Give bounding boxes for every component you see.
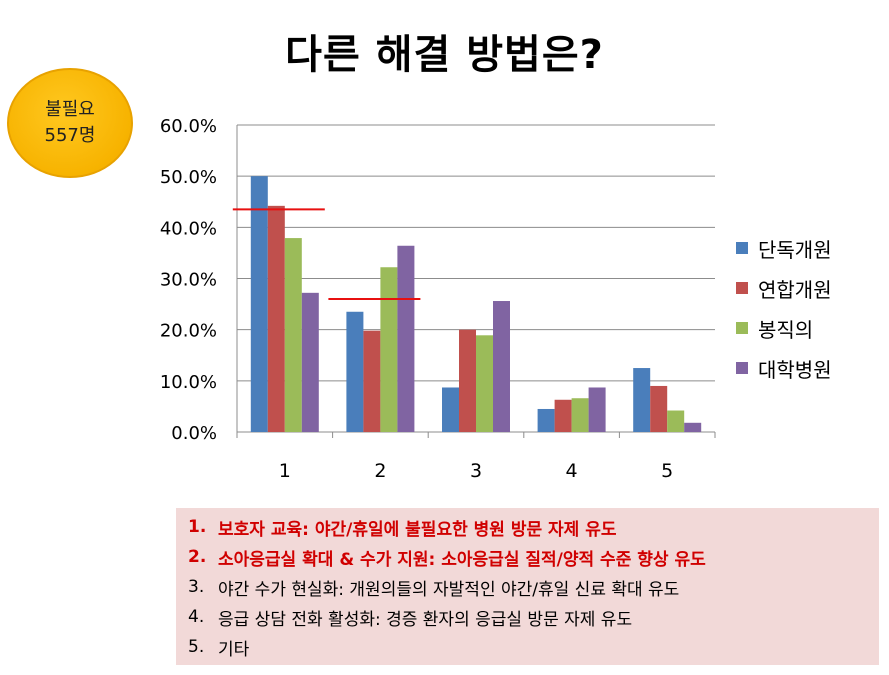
y-tick-label: 10.0% bbox=[160, 372, 217, 393]
solution-item: 2. 소아응급실 확대 & 수가 지원: 소아응급실 질적/양적 수준 향상 유도 bbox=[188, 542, 879, 572]
bar bbox=[380, 267, 398, 432]
legend-swatch bbox=[736, 282, 748, 294]
bar bbox=[346, 311, 364, 432]
bar bbox=[650, 385, 668, 432]
bar-chart: 0.0% 10.0% 20.0% 30.0% 40.0% 50.0% 60.0% 1 2 3 4 5 bbox=[160, 116, 716, 482]
bar bbox=[667, 410, 685, 432]
solution-text: 응급 상담 전화 활성화: 경증 환자의 응급실 방문 자제 유도 bbox=[218, 609, 633, 630]
y-tick-label: 40.0% bbox=[160, 218, 217, 239]
solution-item: 3. 야간 수가 현실화: 개원의들의 자발적인 야간/휴일 신료 확대 유도 bbox=[188, 572, 879, 602]
x-tick-label: 5 bbox=[661, 460, 673, 482]
x-tick-label: 4 bbox=[566, 460, 578, 482]
solution-number: 1. bbox=[188, 517, 207, 537]
bar bbox=[633, 368, 651, 432]
solution-number: 3. bbox=[188, 577, 205, 597]
x-tick-label: 3 bbox=[470, 460, 482, 482]
bar bbox=[571, 398, 589, 432]
y-tick-label: 0.0% bbox=[171, 423, 217, 444]
solution-text: 소아응급실 확대 & 수가 지원: 소아응급실 질적/양적 수준 향상 유도 bbox=[218, 549, 706, 570]
bar bbox=[554, 399, 572, 432]
solution-item: 5. 기타 bbox=[188, 632, 879, 662]
legend-label: 봉직의 bbox=[758, 317, 814, 342]
bar bbox=[267, 205, 285, 432]
legend-swatch bbox=[736, 362, 748, 374]
badge-count: 557명 bbox=[44, 125, 96, 146]
legend-label: 단독개원 bbox=[758, 237, 832, 262]
bar bbox=[250, 176, 268, 432]
count-badge: 불필요 557명 bbox=[7, 68, 133, 178]
bar bbox=[537, 408, 555, 432]
y-tick-label: 30.0% bbox=[160, 270, 217, 291]
badge-label: 불필요 bbox=[45, 99, 95, 120]
solutions-list: 1. 보호자 교육: 야간/휴일에 불필요한 병원 방문 자제 유도 2. 소아응급실… bbox=[176, 508, 879, 665]
solution-text: 보호자 교육: 야간/휴일에 불필요한 병원 방문 자제 유도 bbox=[218, 519, 617, 540]
legend-item: 대학병원 bbox=[736, 348, 832, 388]
x-tick-label: 2 bbox=[374, 460, 386, 482]
x-tick-label: 1 bbox=[279, 460, 291, 482]
legend-item: 봉직의 bbox=[736, 308, 832, 348]
page-title: 다른 해결 방법은? bbox=[285, 32, 604, 78]
bar bbox=[363, 330, 381, 432]
legend-swatch bbox=[736, 242, 748, 254]
bar bbox=[397, 245, 415, 432]
bar bbox=[684, 422, 702, 432]
legend-label: 연합개원 bbox=[758, 277, 832, 302]
legend-label: 대학병원 bbox=[758, 357, 832, 382]
bar bbox=[284, 238, 302, 432]
solution-number: 2. bbox=[188, 547, 207, 567]
bar bbox=[588, 387, 606, 432]
bar bbox=[301, 292, 319, 432]
legend-item: 연합개원 bbox=[736, 268, 832, 308]
solution-number: 4. bbox=[188, 607, 205, 627]
solution-number: 5. bbox=[188, 637, 205, 657]
solution-text: 야간 수가 현실화: 개원의들의 자발적인 야간/휴일 신료 확대 유도 bbox=[218, 579, 680, 600]
solution-item: 4. 응급 상담 전화 활성화: 경증 환자의 응급실 방문 자제 유도 bbox=[188, 602, 879, 632]
solution-item: 1. 보호자 교육: 야간/휴일에 불필요한 병원 방문 자제 유도 bbox=[188, 512, 879, 542]
bar bbox=[476, 335, 493, 432]
legend-item: 단독개원 bbox=[736, 228, 832, 268]
bar bbox=[459, 329, 476, 432]
y-tick-label: 60.0% bbox=[160, 116, 217, 137]
y-tick-label: 50.0% bbox=[160, 167, 217, 188]
solution-text: 기타 bbox=[218, 639, 250, 660]
bar bbox=[442, 387, 459, 432]
bar bbox=[493, 301, 510, 432]
legend-swatch bbox=[736, 322, 748, 334]
y-tick-label: 20.0% bbox=[160, 321, 217, 342]
